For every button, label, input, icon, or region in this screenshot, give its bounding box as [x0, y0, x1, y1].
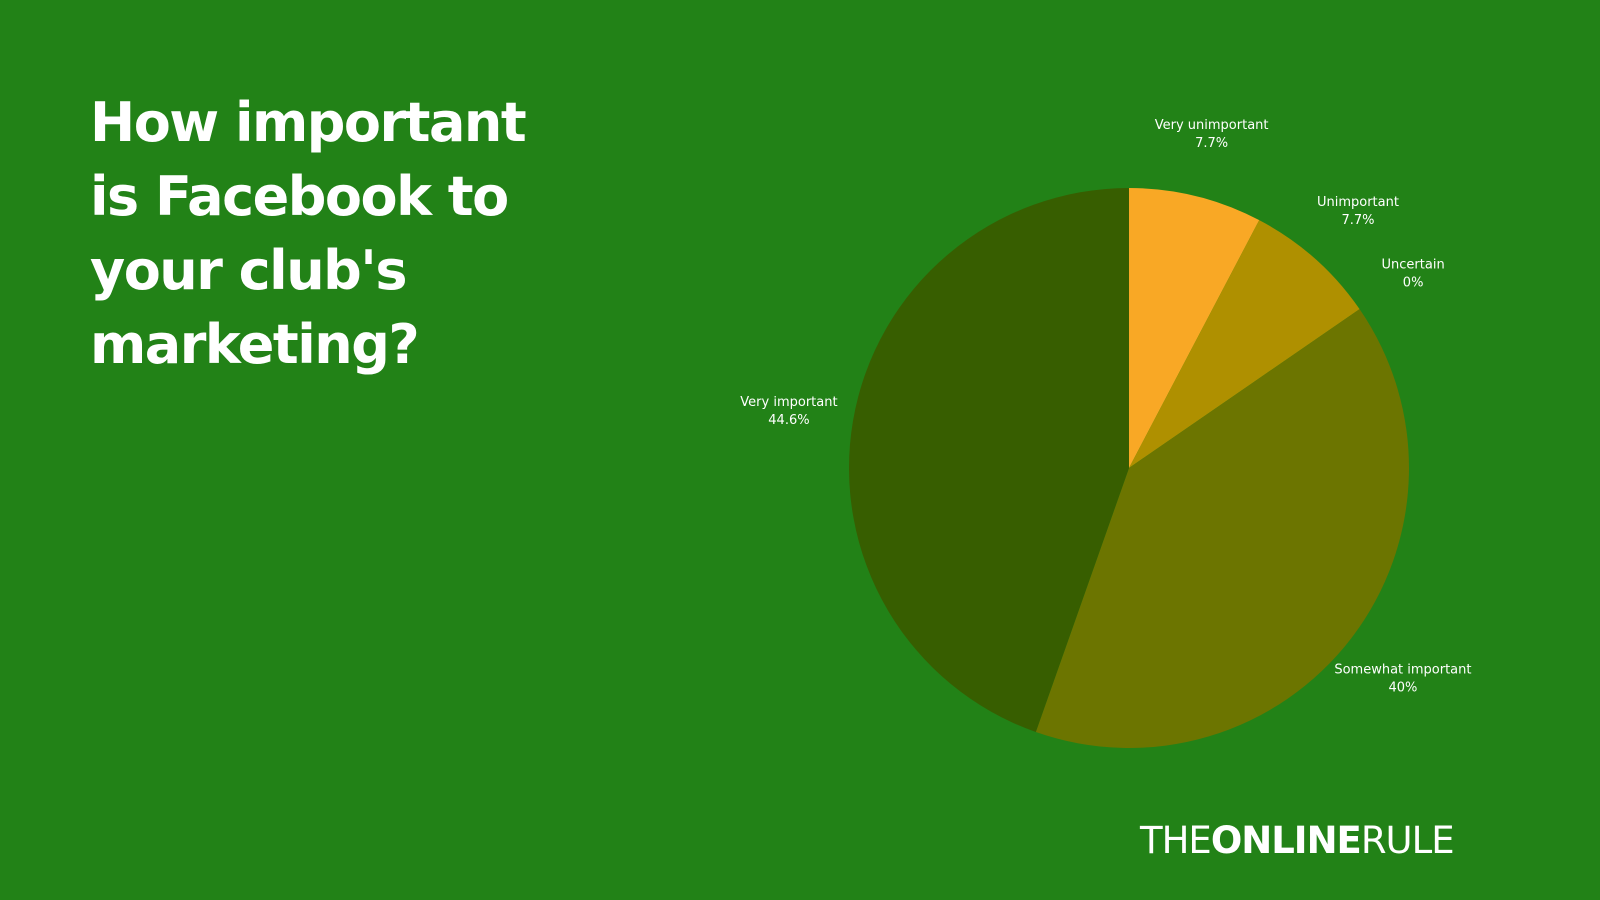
slice-label: Uncertain 0% — [1382, 257, 1445, 290]
slice-label: Very unimportant 7.7% — [1155, 118, 1269, 151]
slice-label-value: 44.6% — [768, 413, 809, 428]
slice-label-value: 40% — [1388, 681, 1417, 696]
slice-label-name: Unimportant — [1317, 195, 1399, 210]
slice-label: Very important 44.6% — [740, 395, 837, 428]
brand-logo-the: THE — [1140, 819, 1212, 862]
slice-label: Somewhat important 40% — [1334, 663, 1471, 696]
slice-label-value: 7.7% — [1341, 213, 1374, 228]
chart-title-line: is Facebook to — [90, 165, 509, 228]
chart-title-line: marketing? — [90, 313, 420, 376]
slice-label-name: Somewhat important — [1334, 663, 1471, 678]
pie-slice — [1035, 309, 1409, 748]
chart-title-line: How important — [90, 91, 527, 154]
slice-label-name: Very unimportant — [1155, 118, 1269, 133]
pie-slice — [1129, 188, 1260, 468]
chart-title: How important is Facebook to your club's… — [90, 86, 530, 382]
slice-label-value: 7.7% — [1195, 136, 1228, 151]
brand-logo-rule: RULE — [1360, 819, 1455, 862]
slice-label-name: Very important — [740, 395, 837, 410]
pie-slices — [848, 187, 1409, 748]
pie-labels: Very unimportant 7.7% Unimportant 7.7% Uncer… — [740, 118, 1471, 696]
slice-label: Unimportant 7.7% — [1317, 195, 1399, 228]
pie-slice — [848, 187, 1129, 733]
brand-logo: THEONLINERULE — [1140, 819, 1455, 862]
slice-label-value: 0% — [1403, 275, 1424, 290]
pie-slice — [1129, 220, 1360, 468]
chart-title-line: your club's — [90, 239, 407, 302]
slice-label-name: Uncertain — [1382, 257, 1445, 272]
brand-logo-online: ONLINE — [1210, 819, 1362, 862]
